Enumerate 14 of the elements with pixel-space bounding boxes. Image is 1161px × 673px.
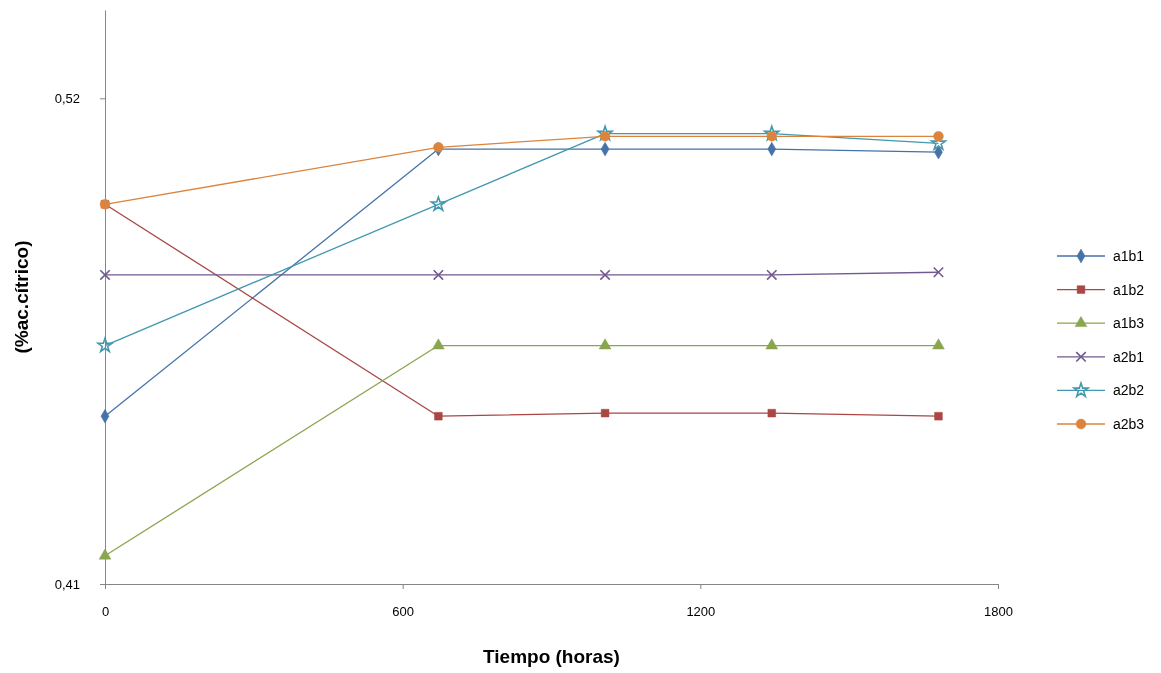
y-axis-title: (%ac.cítrico)	[11, 240, 32, 354]
y-tick-label: 0,52	[54, 90, 80, 106]
x-axis-title: Tiempo (horas)	[483, 646, 620, 667]
legend-label: a2b1	[1113, 348, 1145, 365]
legend-label: a2b2	[1113, 382, 1145, 399]
x-tick-label: 1200	[686, 604, 716, 620]
x-tick-label: 600	[392, 604, 415, 620]
legend-label: a1b3	[1113, 315, 1145, 332]
x-tick-label: 1800	[984, 604, 1013, 620]
legend-label: a2b3	[1113, 416, 1145, 432]
legend-label: a1b2	[1113, 281, 1145, 298]
legend-label: a1b1	[1113, 248, 1145, 264]
x-tick-label: 0	[101, 604, 110, 620]
y-tick-label: 0,41	[54, 576, 80, 592]
